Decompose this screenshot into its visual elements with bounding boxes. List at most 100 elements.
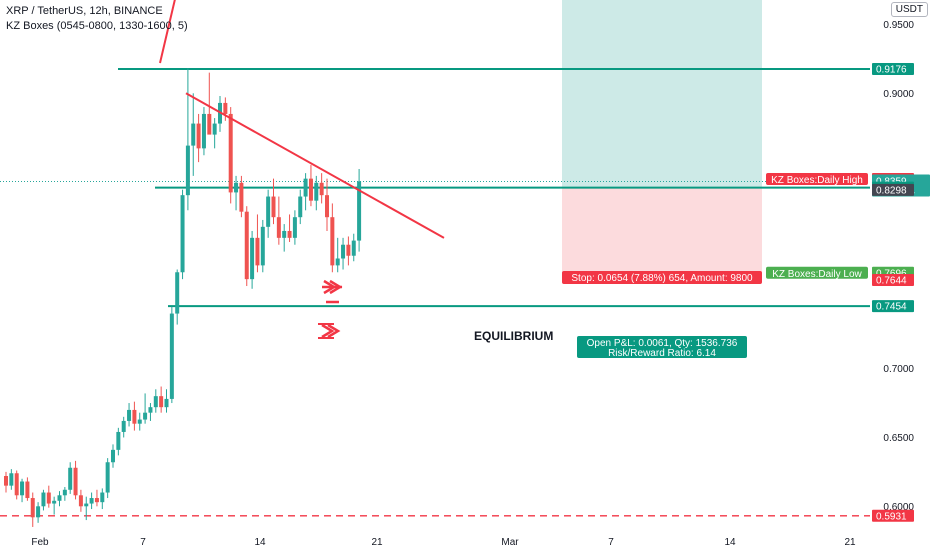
stop-label: Stop: 0.0654 (7.88%) 654, Amount: 9800 (571, 273, 753, 284)
symbol-title: XRP / TetherUS, 12h, BINANCE (6, 5, 163, 17)
candle-body (169, 313, 174, 399)
candle-body (57, 495, 62, 501)
candle-body (20, 481, 25, 496)
candle-body (308, 178, 313, 201)
pnl-label: Open P&L: 0.0061, Qty: 1536.736 (587, 338, 738, 349)
candle-body (121, 420, 126, 432)
y-tick-label: 0.7000 (883, 364, 914, 375)
candle-body (73, 467, 78, 496)
y-tick-label: 0.6500 (883, 433, 914, 444)
y-tick-label: 0.9500 (883, 20, 914, 31)
candle-body (116, 431, 121, 450)
candle-body (228, 113, 233, 193)
candle-body (4, 476, 8, 486)
candle-body (196, 123, 201, 149)
candle-body (143, 412, 148, 420)
candle-body (212, 123, 217, 135)
x-tick-label: Feb (31, 537, 49, 548)
candle-body (52, 500, 57, 504)
price-tag-resistance: 0.9176 (876, 65, 907, 76)
x-tick-label: 14 (724, 537, 736, 548)
kz-high-label-box (766, 173, 868, 186)
price-tag-stop: 0.7644 (876, 275, 907, 286)
kz-low-label: KZ Boxes:Daily Low (772, 269, 862, 280)
price-tag-session-box (872, 183, 914, 196)
candle-body (201, 113, 206, 149)
price-tag-stop-box (872, 273, 914, 286)
stop-zone (562, 187, 762, 280)
candle-body (271, 196, 276, 218)
arrow-right-icon (321, 323, 335, 339)
candle-body (325, 195, 329, 218)
candle-body (30, 498, 35, 518)
candle-body (105, 462, 110, 493)
candle-body (100, 492, 105, 503)
currency-button[interactable]: USDT (890, 2, 928, 17)
x-tick-label: 14 (254, 537, 266, 548)
candle-body (132, 409, 137, 424)
candle-body (25, 481, 30, 499)
candle-body (164, 398, 169, 408)
candle-body (191, 123, 196, 146)
candle-body (346, 244, 351, 256)
candle-body (127, 409, 132, 421)
candle-body (180, 195, 185, 273)
pnl-label: Risk/Reward Ratio: 6.14 (608, 348, 716, 359)
candle-body (303, 178, 308, 197)
equilibrium-label: EQUILIBRIUM (474, 329, 553, 343)
chart-legend: XRP / TetherUS, 12h, BINANCE KZ Boxes (0… (6, 4, 188, 34)
candle-body (287, 230, 292, 238)
candle-body (68, 467, 73, 490)
candle-body (357, 181, 362, 241)
kz-high-label: KZ Boxes:Daily High (771, 175, 863, 186)
candle-body (14, 473, 19, 496)
price-tag-support-box (872, 300, 914, 313)
candle-body (78, 495, 83, 507)
candle-body (330, 217, 335, 266)
x-tick-label: Mar (501, 537, 519, 548)
candle-body (62, 489, 67, 496)
candle-body (94, 498, 99, 503)
candle-body (276, 217, 281, 238)
y-tick-label: 0.9000 (883, 89, 914, 100)
candle-body (36, 506, 41, 518)
candle-body (153, 396, 158, 408)
price-tag-lower: 0.5931 (876, 511, 907, 522)
candle-body (341, 244, 346, 259)
candle-body (111, 449, 115, 463)
target-zone (562, 0, 762, 188)
candle-body (234, 182, 239, 193)
candle-body (244, 211, 249, 280)
candle-body (255, 237, 260, 266)
candle-body (207, 113, 212, 135)
candle-body (319, 182, 324, 196)
candle-body (282, 230, 287, 238)
candle-body (314, 182, 319, 201)
x-tick-label: 21 (844, 537, 856, 548)
candle-body (46, 492, 51, 504)
stop-label-box (562, 270, 762, 284)
y-tick-label: 0.6000 (883, 502, 914, 513)
candle-body (223, 102, 228, 114)
price-tag-resistance-box (872, 63, 914, 76)
x-tick-label: 7 (608, 537, 614, 548)
candle-body (335, 258, 340, 266)
candle-body (84, 503, 89, 507)
x-tick-label: 21 (371, 537, 383, 548)
candle-body (292, 217, 297, 238)
price-tag-lower-box (872, 509, 914, 522)
candle-body (260, 226, 265, 266)
candle-body (185, 145, 190, 196)
candle-body (266, 196, 271, 227)
kz-low-label-box (766, 266, 868, 279)
candle-body (175, 272, 180, 314)
candle-body (41, 492, 46, 507)
descending-trendline (185, 92, 445, 239)
candle-body (89, 498, 94, 504)
candle-body (159, 396, 164, 408)
candle-body (250, 237, 255, 280)
candle-body (298, 196, 303, 218)
candle-body (148, 407, 153, 413)
pnl-label-box (577, 336, 747, 358)
